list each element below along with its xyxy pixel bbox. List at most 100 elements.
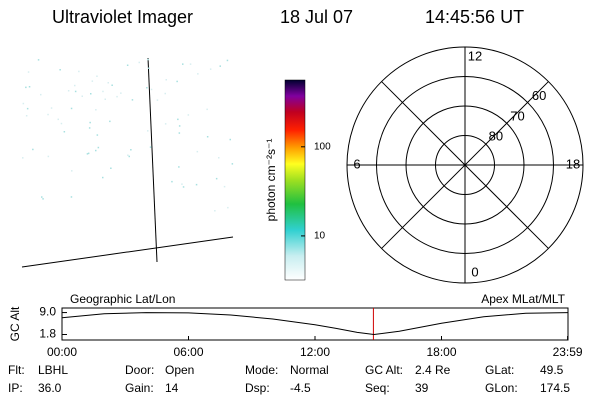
pixel <box>127 154 129 156</box>
pixel <box>231 163 234 165</box>
status-key: GC Alt: <box>365 363 403 377</box>
pixel <box>91 80 94 82</box>
pixel <box>229 138 231 141</box>
pixel <box>95 149 97 152</box>
status-value: 36.0 <box>38 381 62 395</box>
mlt-spoke <box>381 81 549 249</box>
status-value: Normal <box>290 363 329 377</box>
pixel <box>87 152 90 155</box>
status-value: 2.4 Re <box>415 363 451 377</box>
pixel <box>70 107 73 110</box>
y-tick-label: 9.0 <box>39 305 56 319</box>
x-tick-label: 23:59 <box>553 345 583 359</box>
pixel <box>88 127 91 129</box>
pixel <box>86 153 89 155</box>
pixel <box>95 109 97 111</box>
pixel <box>223 185 226 188</box>
pixel <box>196 150 199 153</box>
colorbar <box>284 79 306 281</box>
pixel <box>219 65 221 67</box>
pixel <box>110 167 112 169</box>
status-value: 174.5 <box>540 381 570 395</box>
pixel <box>32 148 34 151</box>
pixel <box>209 68 212 70</box>
pixel <box>41 196 43 198</box>
pixel <box>176 80 178 83</box>
pixel <box>111 84 113 86</box>
pixel <box>218 157 220 159</box>
uv-image <box>21 57 234 268</box>
alt-ylabel: GC Alt <box>8 306 22 341</box>
pixel <box>74 84 76 87</box>
pixel <box>42 198 44 200</box>
pixel <box>146 87 148 89</box>
pixel <box>148 67 150 69</box>
status-key: GLat: <box>485 363 514 377</box>
pixel <box>89 121 91 124</box>
pixel <box>130 149 132 151</box>
pixel <box>28 86 31 88</box>
pixel <box>164 123 167 125</box>
pixel <box>40 93 42 96</box>
pixel <box>182 63 184 65</box>
pixel <box>90 93 92 95</box>
pixel <box>27 71 30 73</box>
pixel <box>195 183 198 186</box>
pixel <box>178 125 181 127</box>
x-tick-label: 00:00 <box>47 345 77 359</box>
pixel <box>70 196 73 198</box>
pixel <box>74 90 77 93</box>
status-value: 14 <box>165 381 179 395</box>
status-key: Door: <box>125 363 154 377</box>
pixel <box>26 107 29 110</box>
pixel <box>47 155 50 158</box>
pixel <box>57 118 59 121</box>
mlt-label: 12 <box>468 48 482 63</box>
pixel <box>164 92 166 95</box>
pixel <box>227 206 229 209</box>
x-tick-label: 06:00 <box>173 345 203 359</box>
pixel <box>63 131 66 133</box>
pixel <box>78 70 80 73</box>
pixel <box>25 86 27 89</box>
pixel <box>150 88 153 91</box>
status-value: LBHL <box>38 363 68 377</box>
geo-label: Geographic Lat/Lon <box>70 292 175 306</box>
pixel <box>206 108 208 111</box>
altitude-curve <box>61 312 569 336</box>
pixel <box>197 73 199 75</box>
pixel <box>120 92 122 94</box>
pixel <box>226 59 229 62</box>
pixel <box>171 180 173 183</box>
status-key: Dsp: <box>245 381 270 395</box>
date: 18 Jul 07 <box>280 7 353 27</box>
mlt-label: 0 <box>471 264 478 279</box>
pixel <box>97 146 100 149</box>
pixel <box>104 98 106 100</box>
pixel <box>165 79 167 81</box>
status-key: Gain: <box>125 381 154 395</box>
pixel <box>189 63 192 65</box>
mlt-label: 6 <box>353 156 360 171</box>
pixel <box>71 170 73 172</box>
pixel <box>109 120 111 123</box>
pixel <box>149 146 152 148</box>
pixel <box>178 166 180 168</box>
pixel <box>67 90 70 92</box>
pixel <box>138 61 140 64</box>
pixel <box>126 64 129 66</box>
status-key: Mode: <box>245 363 278 377</box>
pixel <box>22 157 24 159</box>
title: Ultraviolet Imager <box>52 7 193 27</box>
colorbar-tick-label: 10 <box>314 231 326 242</box>
pixel <box>128 155 130 158</box>
colorbar-label: photon cm⁻²s⁻¹ <box>264 139 278 222</box>
colorbar-tick-label: 100 <box>314 141 331 152</box>
pixel <box>182 186 185 188</box>
pixel <box>147 58 149 61</box>
pixel <box>60 122 63 125</box>
pixel <box>25 115 28 117</box>
pixel <box>147 130 149 132</box>
pixel <box>102 176 104 179</box>
pixel <box>37 59 40 61</box>
